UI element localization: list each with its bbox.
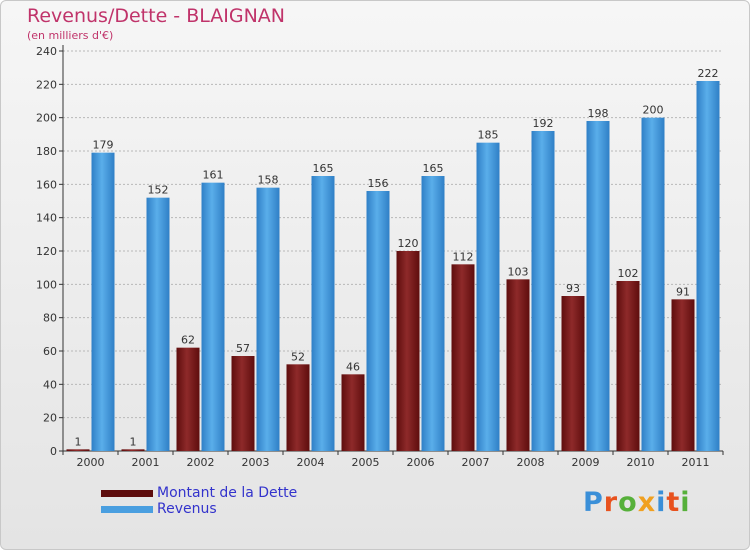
data-label-revenus: 156: [368, 177, 389, 190]
bar-dette: [451, 264, 475, 451]
chart-subtitle: (en milliers d'€): [27, 29, 114, 42]
y-tick-label: 120: [36, 245, 57, 258]
legend-swatch-dette: [101, 490, 153, 497]
x-tick-label: 2005: [352, 456, 380, 469]
x-tick-label: 2009: [572, 456, 600, 469]
y-tick-label: 160: [36, 178, 57, 191]
bar-dette: [286, 364, 310, 451]
data-label-dette: 57: [236, 342, 250, 355]
x-tick-label: 2001: [132, 456, 160, 469]
x-tick-label: 2006: [407, 456, 435, 469]
data-label-revenus: 165: [423, 162, 444, 175]
logo-letter: t: [666, 487, 681, 518]
data-label-dette: 52: [291, 350, 305, 363]
logo-letter: P: [583, 487, 604, 518]
data-label-dette: 103: [508, 265, 529, 278]
bar-revenus: [91, 152, 115, 451]
bar-dette: [231, 356, 255, 451]
bar-revenus: [421, 176, 445, 451]
bar-dette: [66, 449, 90, 451]
data-label-dette: 93: [566, 282, 580, 295]
logo-letter: r: [603, 487, 619, 518]
x-tick-label: 2011: [682, 456, 710, 469]
x-tick-label: 2002: [187, 456, 215, 469]
logo-letter: o: [618, 487, 638, 518]
x-tick-label: 2007: [462, 456, 490, 469]
bar-dette: [561, 296, 585, 451]
y-tick-label: 60: [43, 345, 57, 358]
bar-revenus: [476, 142, 500, 451]
data-label-dette: 1: [75, 435, 82, 448]
bar-dette: [121, 449, 145, 451]
data-label-dette: 1: [130, 435, 137, 448]
x-tick-label: 2008: [517, 456, 545, 469]
axes: [59, 45, 724, 455]
bar-revenus: [201, 182, 225, 451]
proxiti-logo: Proxiti: [583, 487, 691, 518]
legend-swatch-revenus: [101, 506, 153, 513]
data-label-revenus: 152: [148, 184, 169, 197]
data-label-revenus: 198: [588, 107, 609, 120]
data-label-revenus: 158: [258, 174, 279, 187]
bar-revenus: [256, 187, 280, 451]
x-tick-label: 2000: [77, 456, 105, 469]
data-label-revenus: 165: [313, 162, 334, 175]
y-tick-label: 0: [50, 445, 57, 458]
bar-dette: [396, 251, 420, 451]
data-label-revenus: 200: [643, 104, 664, 117]
y-tick-label: 240: [36, 45, 57, 58]
y-tick-label: 100: [36, 278, 57, 291]
bar-dette: [616, 281, 640, 451]
bar-revenus: [696, 81, 720, 451]
labels: 0 20 40 60 80 100 120 140 160 180 200 220 240 2000 1 17…: [36, 45, 719, 469]
data-label-dette: 46: [346, 360, 360, 373]
data-label-revenus: 185: [478, 129, 499, 142]
bar-dette: [176, 347, 200, 451]
bars: [66, 81, 720, 452]
bar-dette: [341, 374, 365, 451]
data-label-dette: 91: [676, 285, 690, 298]
data-label-dette: 102: [618, 267, 639, 280]
y-tick-label: 40: [43, 378, 57, 391]
y-tick-label: 80: [43, 312, 57, 325]
logo-letter: i: [656, 487, 667, 518]
x-tick-label: 2010: [627, 456, 655, 469]
bar-dette: [506, 279, 530, 451]
y-tick-label: 140: [36, 212, 57, 225]
y-tick-label: 20: [43, 412, 57, 425]
x-tick-label: 2003: [242, 456, 270, 469]
data-label-dette: 112: [453, 250, 474, 263]
data-label-revenus: 222: [698, 67, 719, 80]
y-tick-label: 220: [36, 78, 57, 91]
legend-label-dette: Montant de la Dette: [157, 485, 298, 501]
chart-title: Revenus/Dette - BLAIGNAN: [27, 5, 286, 27]
bar-revenus: [146, 197, 170, 451]
data-label-revenus: 179: [93, 139, 114, 152]
logo-letter: x: [637, 487, 657, 518]
bar-revenus: [366, 191, 390, 451]
y-tick-label: 200: [36, 112, 57, 125]
data-label-dette: 120: [398, 237, 419, 250]
bar-revenus: [586, 121, 610, 451]
data-label-revenus: 192: [533, 117, 554, 130]
y-tick-label: 180: [36, 145, 57, 158]
x-tick-label: 2004: [297, 456, 325, 469]
bar-dette: [671, 299, 695, 451]
bar-revenus: [311, 176, 335, 451]
data-label-revenus: 161: [203, 169, 224, 182]
bar-revenus: [531, 131, 555, 451]
legend-label-revenus: Revenus: [157, 501, 217, 517]
bar-revenus: [641, 117, 665, 452]
data-label-dette: 62: [181, 334, 195, 347]
logo-letter: i: [680, 487, 691, 518]
